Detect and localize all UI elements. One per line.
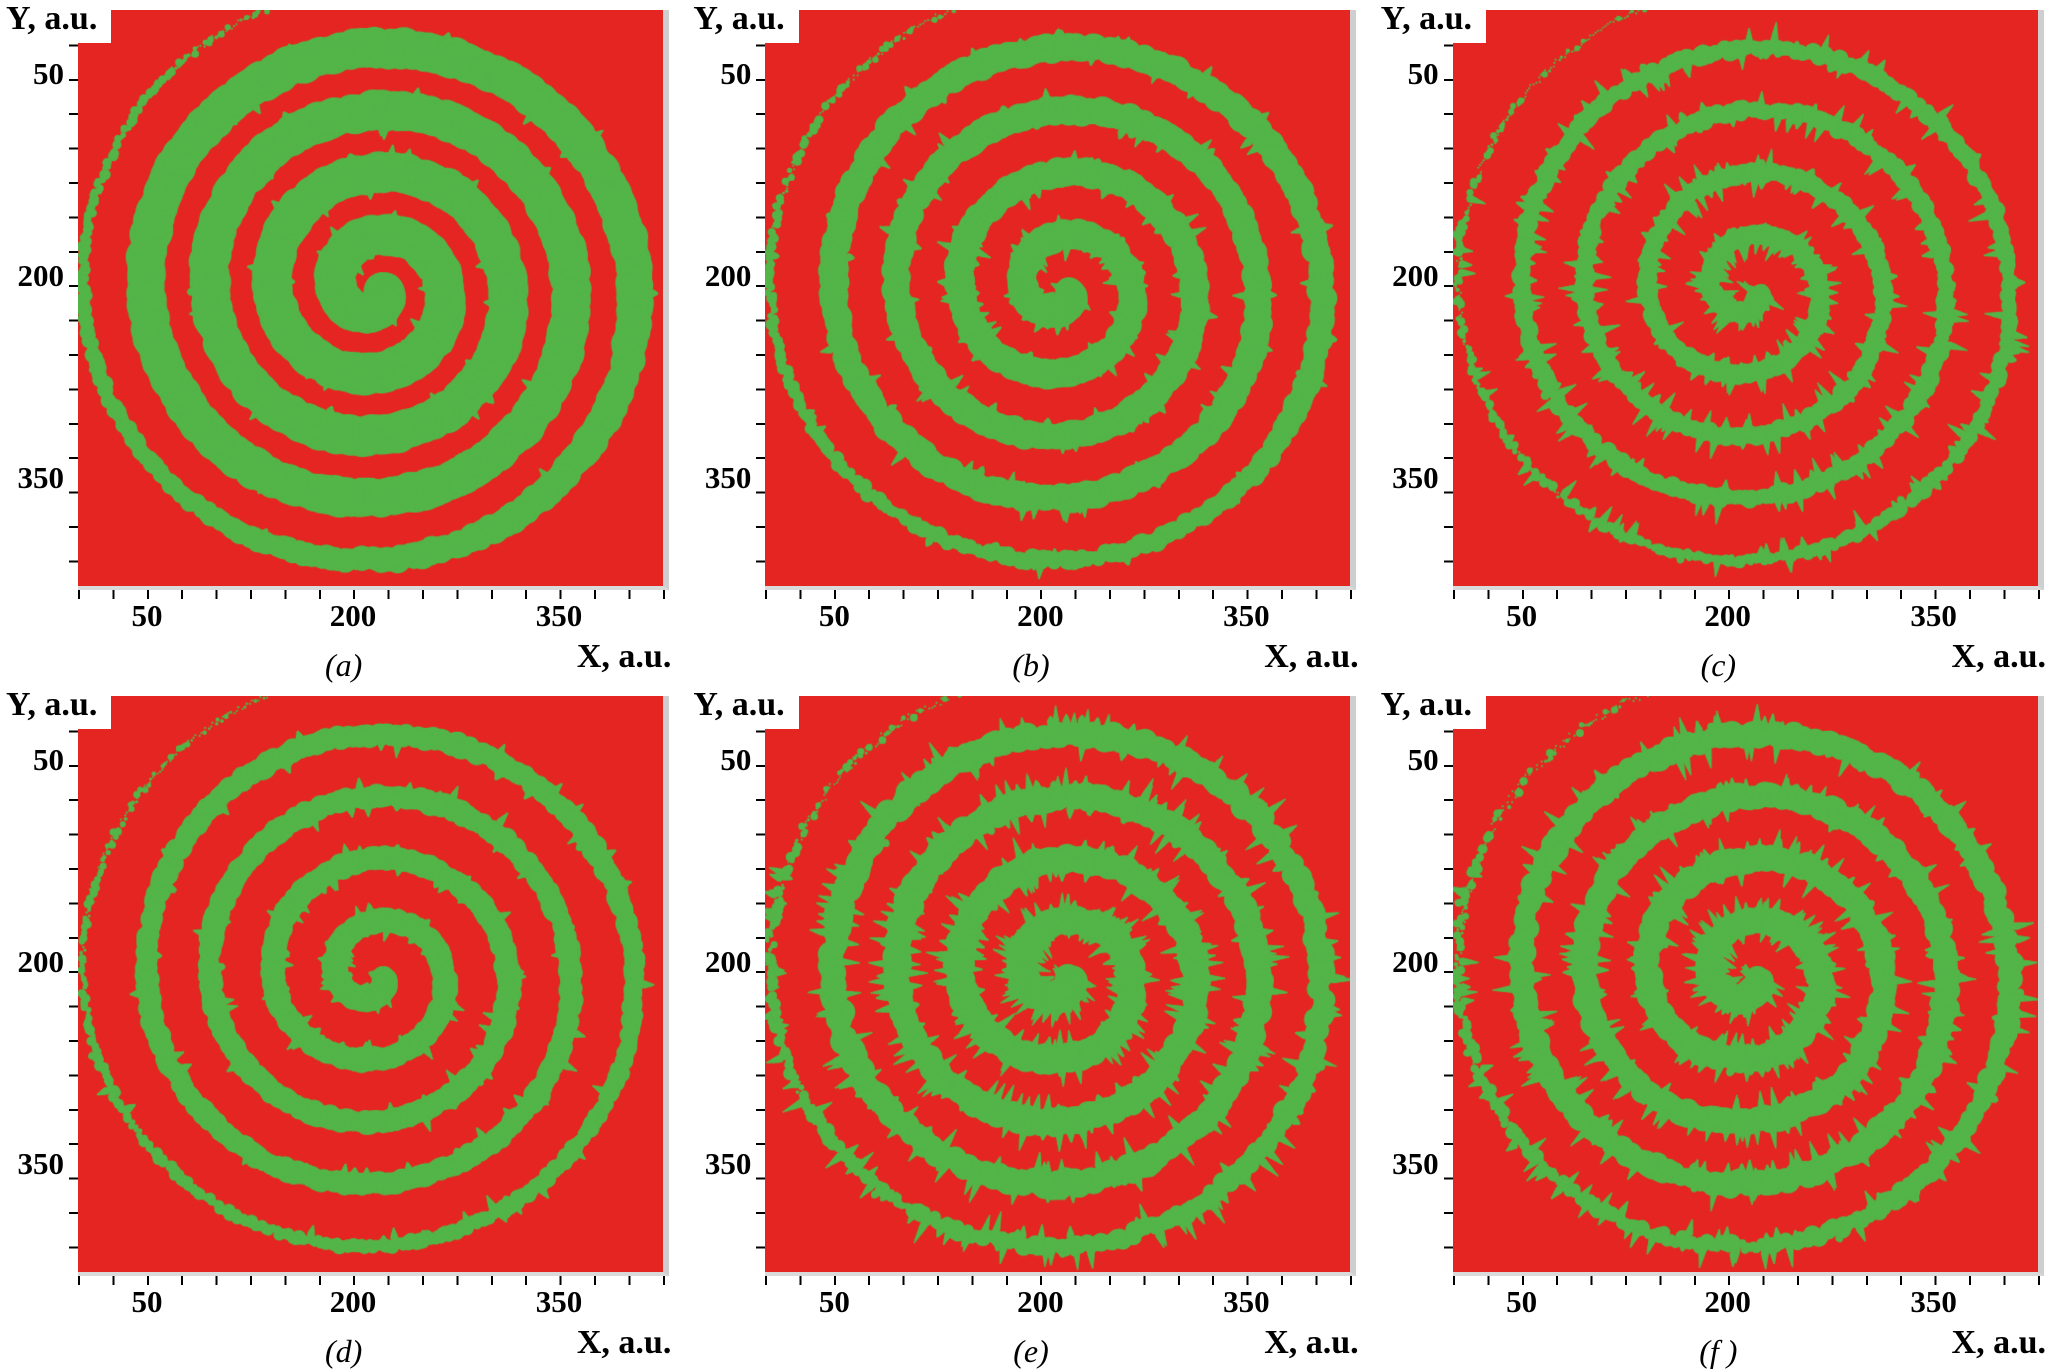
y-axis-ticks bbox=[756, 10, 766, 590]
panel-c: Y, a.u. 50 200 350 50 200 350 X, a.u. (c… bbox=[1375, 0, 2062, 686]
x-tick-label: 50 bbox=[1506, 1284, 1538, 1319]
x-axis-label: X, a.u. bbox=[1951, 638, 2046, 675]
y-axis-label: Y, a.u. bbox=[693, 0, 799, 44]
y-axis-label: Y, a.u. bbox=[693, 686, 799, 730]
x-axis-ticks bbox=[765, 1276, 1357, 1285]
x-tick-label: 200 bbox=[329, 1284, 377, 1319]
plot-area bbox=[1452, 10, 2044, 590]
panel-letter: (c) bbox=[1700, 647, 1737, 683]
panel-letter: (b) bbox=[1012, 647, 1050, 683]
y-axis-ticks bbox=[756, 696, 766, 1276]
x-tick-label: 350 bbox=[1223, 598, 1270, 633]
y-tick-label: 200 bbox=[1392, 258, 1439, 293]
y-axis-ticks bbox=[1443, 10, 1453, 590]
panel-a: Y, a.u. 50 200 350 50 200 350 X, a.u. (a… bbox=[0, 0, 687, 686]
spiral-wave-canvas bbox=[78, 10, 663, 586]
x-tick-label: 200 bbox=[329, 598, 377, 633]
panel-e: Y, a.u. 50 200 350 50 200 350 X, a.u. (e… bbox=[687, 686, 1374, 1372]
y-tick-label: 200 bbox=[1392, 944, 1439, 979]
x-tick-label: 50 bbox=[818, 1284, 850, 1319]
x-axis-label: X, a.u. bbox=[1264, 638, 1359, 675]
x-axis-label: X, a.u. bbox=[1264, 1324, 1359, 1361]
panel-b: Y, a.u. 50 200 350 50 200 350 X, a.u. (b… bbox=[687, 0, 1374, 686]
y-tick-label: 350 bbox=[1392, 460, 1439, 495]
y-tick-label: 50 bbox=[720, 742, 752, 777]
x-tick-label: 350 bbox=[535, 598, 583, 633]
spiral-wave-canvas bbox=[765, 10, 1351, 586]
y-axis-ticks bbox=[1443, 696, 1453, 1276]
y-tick-label: 350 bbox=[17, 460, 65, 495]
y-axis-label: Y, a.u. bbox=[1380, 686, 1486, 730]
x-tick-label: 50 bbox=[131, 1284, 163, 1319]
y-tick-label: 50 bbox=[1407, 56, 1439, 91]
x-axis-ticks bbox=[1452, 1276, 2044, 1285]
x-tick-label: 350 bbox=[1910, 598, 1957, 633]
x-tick-label: 350 bbox=[535, 1284, 583, 1319]
panel-letter: (d) bbox=[325, 1333, 363, 1369]
y-tick-label: 50 bbox=[33, 56, 64, 91]
y-axis-ticks bbox=[69, 696, 78, 1276]
x-tick-label: 50 bbox=[1506, 598, 1538, 633]
plot-area bbox=[765, 696, 1357, 1276]
x-tick-label: 50 bbox=[818, 598, 850, 633]
x-tick-label: 350 bbox=[1910, 1284, 1957, 1319]
spiral-wave-canvas bbox=[78, 696, 663, 1272]
spiral-wave-canvas bbox=[1452, 10, 2038, 586]
x-axis-ticks bbox=[78, 590, 669, 599]
x-axis-ticks bbox=[1452, 590, 2044, 599]
x-tick-label: 200 bbox=[1017, 1284, 1064, 1319]
x-axis-label: X, a.u. bbox=[576, 638, 672, 675]
panel-letter: (e) bbox=[1013, 1333, 1049, 1369]
panel-letter: (f ) bbox=[1699, 1333, 1738, 1369]
y-tick-label: 350 bbox=[17, 1146, 65, 1181]
y-axis-label: Y, a.u. bbox=[6, 686, 112, 730]
y-tick-label: 200 bbox=[704, 944, 752, 979]
spiral-wave-canvas bbox=[1452, 696, 2038, 1272]
panel-f: Y, a.u. 50 200 350 50 200 350 X, a.u. (f… bbox=[1375, 686, 2062, 1372]
x-tick-label: 200 bbox=[1704, 1284, 1751, 1319]
x-axis-ticks bbox=[78, 1276, 669, 1285]
plot-area bbox=[1452, 696, 2044, 1276]
panel-d: Y, a.u. 50 200 350 50 200 350 X, a.u. (d… bbox=[0, 686, 687, 1372]
y-axis-label: Y, a.u. bbox=[6, 0, 112, 44]
y-tick-label: 50 bbox=[33, 742, 64, 777]
x-axis-label: X, a.u. bbox=[1951, 1324, 2046, 1361]
y-tick-label: 350 bbox=[704, 1146, 752, 1181]
y-tick-label: 200 bbox=[704, 258, 752, 293]
plot-area bbox=[78, 696, 669, 1276]
y-tick-label: 350 bbox=[704, 460, 752, 495]
y-tick-label: 200 bbox=[17, 944, 65, 979]
y-axis-label: Y, a.u. bbox=[1380, 0, 1486, 44]
spiral-wave-canvas bbox=[765, 696, 1351, 1272]
x-tick-label: 200 bbox=[1704, 598, 1751, 633]
panel-letter: (a) bbox=[325, 647, 363, 683]
x-axis-label: X, a.u. bbox=[576, 1324, 672, 1361]
x-axis-ticks bbox=[765, 590, 1357, 599]
x-tick-label: 350 bbox=[1223, 1284, 1270, 1319]
x-tick-label: 50 bbox=[131, 598, 163, 633]
x-tick-label: 200 bbox=[1017, 598, 1064, 633]
y-tick-label: 50 bbox=[1407, 742, 1439, 777]
y-axis-ticks bbox=[69, 10, 78, 590]
y-tick-label: 350 bbox=[1392, 1146, 1439, 1181]
plot-area bbox=[765, 10, 1357, 590]
y-tick-label: 50 bbox=[720, 56, 752, 91]
y-tick-label: 200 bbox=[17, 258, 65, 293]
plot-area bbox=[78, 10, 669, 590]
